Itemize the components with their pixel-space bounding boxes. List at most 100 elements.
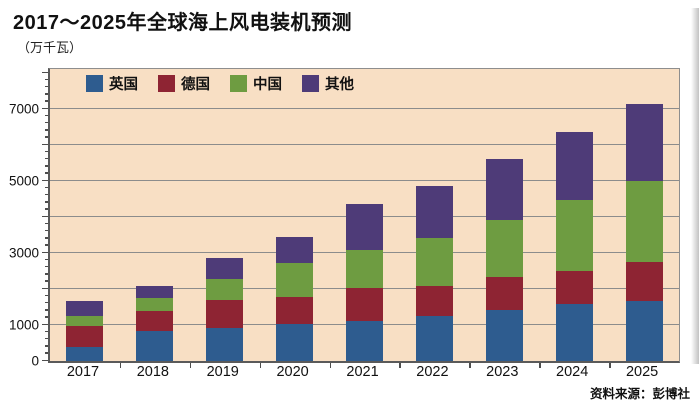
- x-axis-tick-1: [119, 363, 122, 368]
- bar-segment-china-2022: [415, 237, 453, 286]
- x-axis-label-2022: 2022: [416, 364, 449, 380]
- x-axis-label-2025: 2025: [625, 364, 659, 380]
- y-minor-tick-6800: [45, 114, 48, 117]
- y-minor-tick-3600: [45, 229, 48, 232]
- bar-segment-germany-2023: [485, 276, 523, 311]
- legend-swatch-others: [302, 74, 319, 92]
- bar-segment-others-2018: [136, 285, 174, 298]
- x-axis-tick-4: [329, 363, 332, 368]
- y-minor-tick-3400: [45, 237, 48, 239]
- bar-segment-others-2017: [66, 300, 104, 317]
- x-axis-label-2017: 2017: [66, 364, 100, 380]
- y-minor-tick-6600: [45, 121, 48, 124]
- legend-item-china: 中国: [230, 73, 282, 94]
- x-axis-label-2018: 2018: [136, 364, 169, 380]
- x-axis-label-2019: 2019: [206, 364, 239, 380]
- bar-segment-germany-2024: [555, 271, 593, 304]
- y-minor-tick-1600: [45, 301, 48, 304]
- y-minor-tick-5200: [45, 172, 48, 174]
- legend-label-others: 其他: [325, 76, 354, 93]
- bar-segment-china-2017: [66, 316, 104, 327]
- legend-item-uk: 英国: [86, 73, 138, 94]
- bar-segment-china-2020: [276, 262, 314, 297]
- bar-2020: [276, 236, 314, 361]
- y-major-tick-2000: [42, 287, 48, 289]
- bar-segment-china-2018: [136, 297, 174, 311]
- bar-column-2021: [330, 69, 400, 361]
- bar-segment-uk-2024: [555, 303, 593, 361]
- bar-2018: [136, 285, 174, 361]
- legend-swatch-germany: [158, 74, 175, 92]
- right-edge-shadow: [691, 8, 699, 364]
- legend-item-germany: 德国: [158, 73, 210, 94]
- bar-segment-china-2024: [555, 200, 593, 272]
- y-minor-tick-4400: [45, 201, 48, 203]
- x-axis-labels: 2017 2018 2019 2020 2021 2022 2023 2024 2025: [48, 364, 677, 380]
- bar-2022: [415, 185, 453, 361]
- bar-segment-germany-2019: [206, 300, 244, 329]
- bar-column-2024: [539, 69, 609, 361]
- y-minor-tick-400: [45, 345, 48, 347]
- bar-2024: [555, 131, 593, 361]
- gridline-6000: [50, 143, 679, 145]
- y-minor-tick-7600: [45, 85, 48, 88]
- y-axis-label-5000: 5000: [8, 173, 39, 189]
- y-minor-tick-5400: [45, 165, 48, 167]
- y-minor-tick-800: [45, 330, 48, 333]
- y-minor-tick-6400: [45, 129, 48, 131]
- x-axis-label-2023: 2023: [486, 364, 519, 380]
- x-axis-tick-8: [609, 363, 611, 368]
- bar-column-2023: [469, 69, 539, 361]
- chart-title: 2017～2025年全球海上风电装机预测: [13, 12, 352, 34]
- bar-segment-germany-2018: [136, 310, 174, 332]
- y-minor-tick-5800: [45, 150, 48, 153]
- bar-segment-germany-2022: [415, 285, 453, 316]
- y-major-tick-1000: [42, 323, 48, 325]
- y-axis-label-1000: 1000: [8, 317, 39, 333]
- x-axis-tick-2: [189, 363, 192, 368]
- bar-segment-germany-2025: [625, 261, 663, 301]
- y-axis-unit-label: （万千瓦）: [17, 40, 83, 55]
- gridline-7000: [50, 107, 679, 109]
- y-major-tick-4000: [42, 215, 48, 217]
- legend-label-germany: 德国: [181, 76, 210, 93]
- bar-2021: [346, 204, 383, 361]
- x-axis-tick-6: [469, 363, 471, 368]
- x-axis-label-2024: 2024: [556, 364, 589, 380]
- bar-segment-others-2021: [346, 204, 383, 251]
- legend-item-others: 其他: [302, 73, 354, 94]
- plot-area: 英国 德国 中国 其他 0 1000 3000 5000 7000: [9, 68, 680, 369]
- bar-column-2019: [190, 69, 260, 361]
- y-minor-tick-2400: [45, 273, 48, 275]
- y-major-tick-7000: [42, 107, 48, 109]
- y-minor-tick-1800: [45, 294, 48, 297]
- y-axis-label-0: 0: [31, 353, 39, 369]
- bar-segment-china-2021: [346, 250, 383, 289]
- bar-column-2022: [399, 69, 469, 361]
- y-minor-tick-3200: [45, 244, 48, 246]
- source-note: 资料来源：彭博社: [589, 387, 690, 401]
- y-major-tick-8000: [42, 71, 48, 73]
- bar-segment-china-2019: [206, 279, 244, 301]
- y-minor-tick-2200: [45, 280, 48, 282]
- y-minor-tick-6200: [45, 136, 48, 138]
- y-major-tick-6000: [42, 143, 48, 145]
- legend-label-china: 中国: [253, 76, 282, 93]
- bar-column-2018: [120, 69, 190, 361]
- y-major-tick-0: [42, 359, 48, 361]
- legend-swatch-uk: [86, 74, 103, 92]
- y-minor-tick-1200: [45, 316, 48, 318]
- y-minor-tick-2600: [45, 265, 48, 268]
- bar-segment-uk-2019: [206, 328, 244, 361]
- bar-segment-germany-2021: [346, 288, 383, 322]
- bar-column-2020: [260, 69, 330, 361]
- y-minor-tick-7800: [45, 78, 48, 81]
- bar-2019: [206, 258, 244, 361]
- y-minor-tick-600: [45, 337, 48, 340]
- legend-swatch-china: [230, 74, 247, 92]
- bar-2025: [625, 103, 663, 361]
- y-minor-tick-7200: [45, 100, 48, 102]
- x-axis-tick-5: [399, 363, 401, 368]
- bar-segment-others-2019: [206, 258, 244, 280]
